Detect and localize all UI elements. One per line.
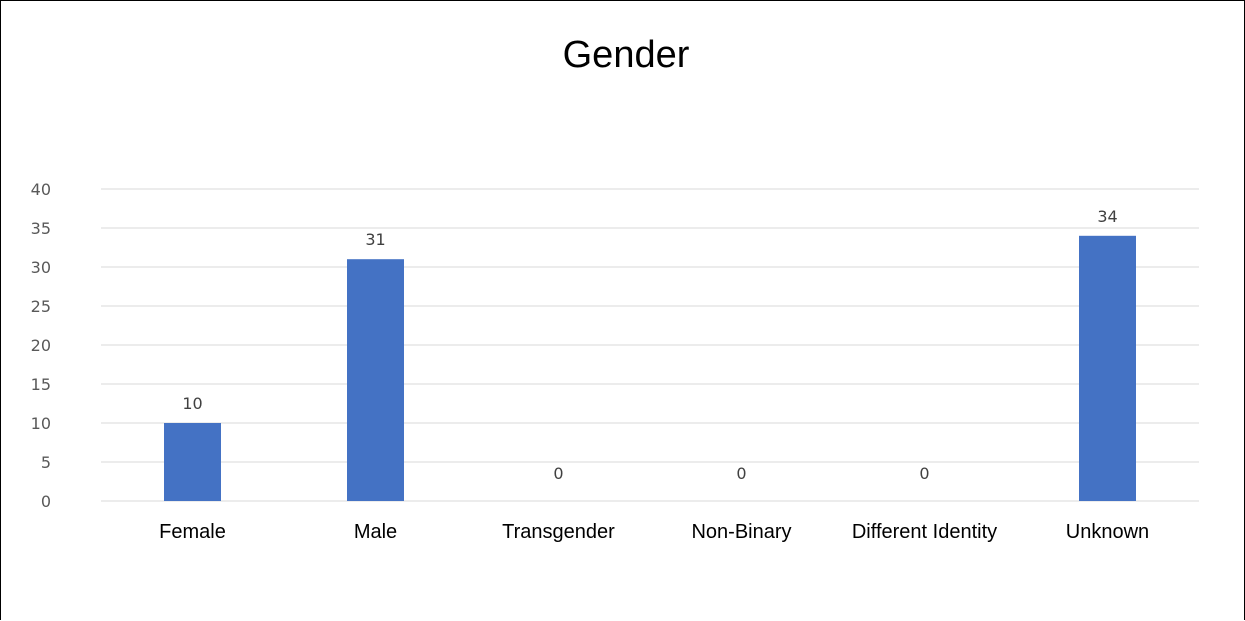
y-tick-label: 35: [31, 219, 51, 238]
x-axis-ticks: Female Male Transgender Non-Binary Different…: [159, 521, 1149, 543]
y-tick-label: 0: [41, 492, 51, 511]
x-tick-label: Male: [354, 521, 397, 543]
data-labels: 10 31 0 0 0 34: [182, 207, 1117, 483]
bar: [164, 423, 221, 501]
y-tick-label: 40: [31, 180, 51, 199]
data-label: 0: [736, 464, 746, 483]
data-label: 0: [919, 464, 929, 483]
x-tick-label: Transgender: [502, 521, 615, 543]
x-tick-label: Female: [159, 521, 226, 543]
data-label: 34: [1097, 207, 1117, 226]
gridlines: [101, 188, 1199, 502]
data-label: 31: [365, 230, 385, 249]
y-axis-ticks: 0 5 10 15 20 25 30 35 40: [31, 180, 51, 511]
y-tick-label: 30: [31, 258, 51, 277]
chart-title: Gender: [563, 34, 690, 76]
bar: [1079, 235, 1136, 502]
bars: [164, 235, 1136, 502]
y-tick-label: 15: [31, 375, 51, 394]
x-tick-label: Different Identity: [852, 521, 997, 543]
y-tick-label: 25: [31, 297, 51, 316]
y-tick-label: 5: [41, 453, 51, 472]
bar: [347, 259, 404, 501]
data-label: 10: [182, 394, 202, 413]
y-tick-label: 10: [31, 414, 51, 433]
data-label: 0: [553, 464, 563, 483]
y-tick-label: 20: [31, 336, 51, 355]
x-tick-label: Unknown: [1066, 521, 1149, 543]
x-tick-label: Non-Binary: [691, 521, 791, 543]
